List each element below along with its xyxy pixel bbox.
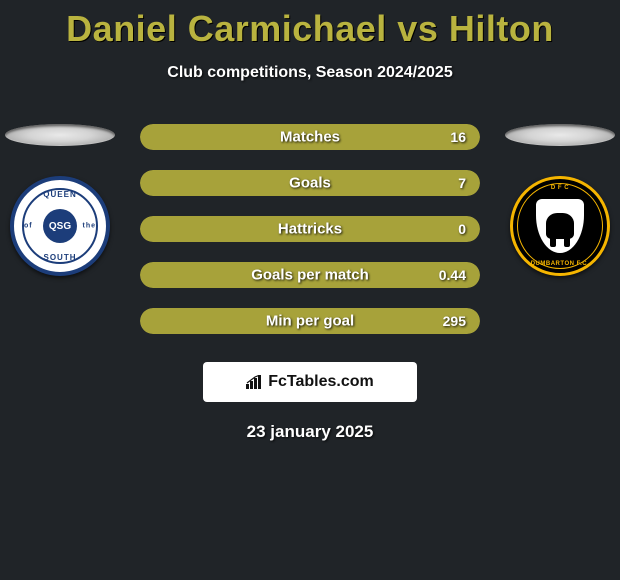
stat-label: Goals per match [251,267,369,284]
stat-value: 16 [450,129,466,145]
stat-value: 0.44 [439,267,466,283]
badge-arc-text: the [83,223,97,230]
stat-value: 7 [458,175,466,191]
elephant-icon [546,213,574,239]
right-column: D F C DUMBARTON F.C. [500,124,620,276]
badge-arc-text: QUEEN [43,190,76,199]
stat-row: Min per goal 295 [140,308,480,334]
brand-text: FcTables.com [268,373,374,391]
badge-arc-text: DUMBARTON F.C. [531,261,590,267]
stat-label: Min per goal [266,313,354,330]
stat-row: Goals 7 [140,170,480,196]
date-label: 23 january 2025 [0,422,620,442]
stat-label: Matches [280,129,340,146]
stat-value: 295 [443,313,466,329]
stat-label: Goals [289,175,331,192]
stat-value: 0 [458,221,466,237]
subtitle: Club competitions, Season 2024/2025 [0,64,620,82]
page-title: Daniel Carmichael vs Hilton [0,0,620,50]
stat-row: Goals per match 0.44 [140,262,480,288]
left-column: QUEEN SOUTH of the QSG [0,124,120,276]
comparison-panel: QUEEN SOUTH of the QSG D F C DUMBARTON F… [0,124,620,442]
player-halo-right [505,124,615,146]
badge-arc-text: SOUTH [44,253,77,262]
club-badge-left: QUEEN SOUTH of the QSG [10,176,110,276]
stat-row: Hattricks 0 [140,216,480,242]
badge-arc-text: of [24,223,33,230]
badge-arc-text: D F C [551,185,569,191]
stat-row: Matches 16 [140,124,480,150]
stats-list: Matches 16 Goals 7 Hattricks 0 Goals per match… [140,124,480,334]
player-halo-left [5,124,115,146]
badge-center: QSG [43,209,77,243]
brand-badge: FcTables.com [203,362,417,402]
club-badge-right: D F C DUMBARTON F.C. [510,176,610,276]
stat-label: Hattricks [278,221,342,238]
bar-chart-icon [246,375,264,389]
